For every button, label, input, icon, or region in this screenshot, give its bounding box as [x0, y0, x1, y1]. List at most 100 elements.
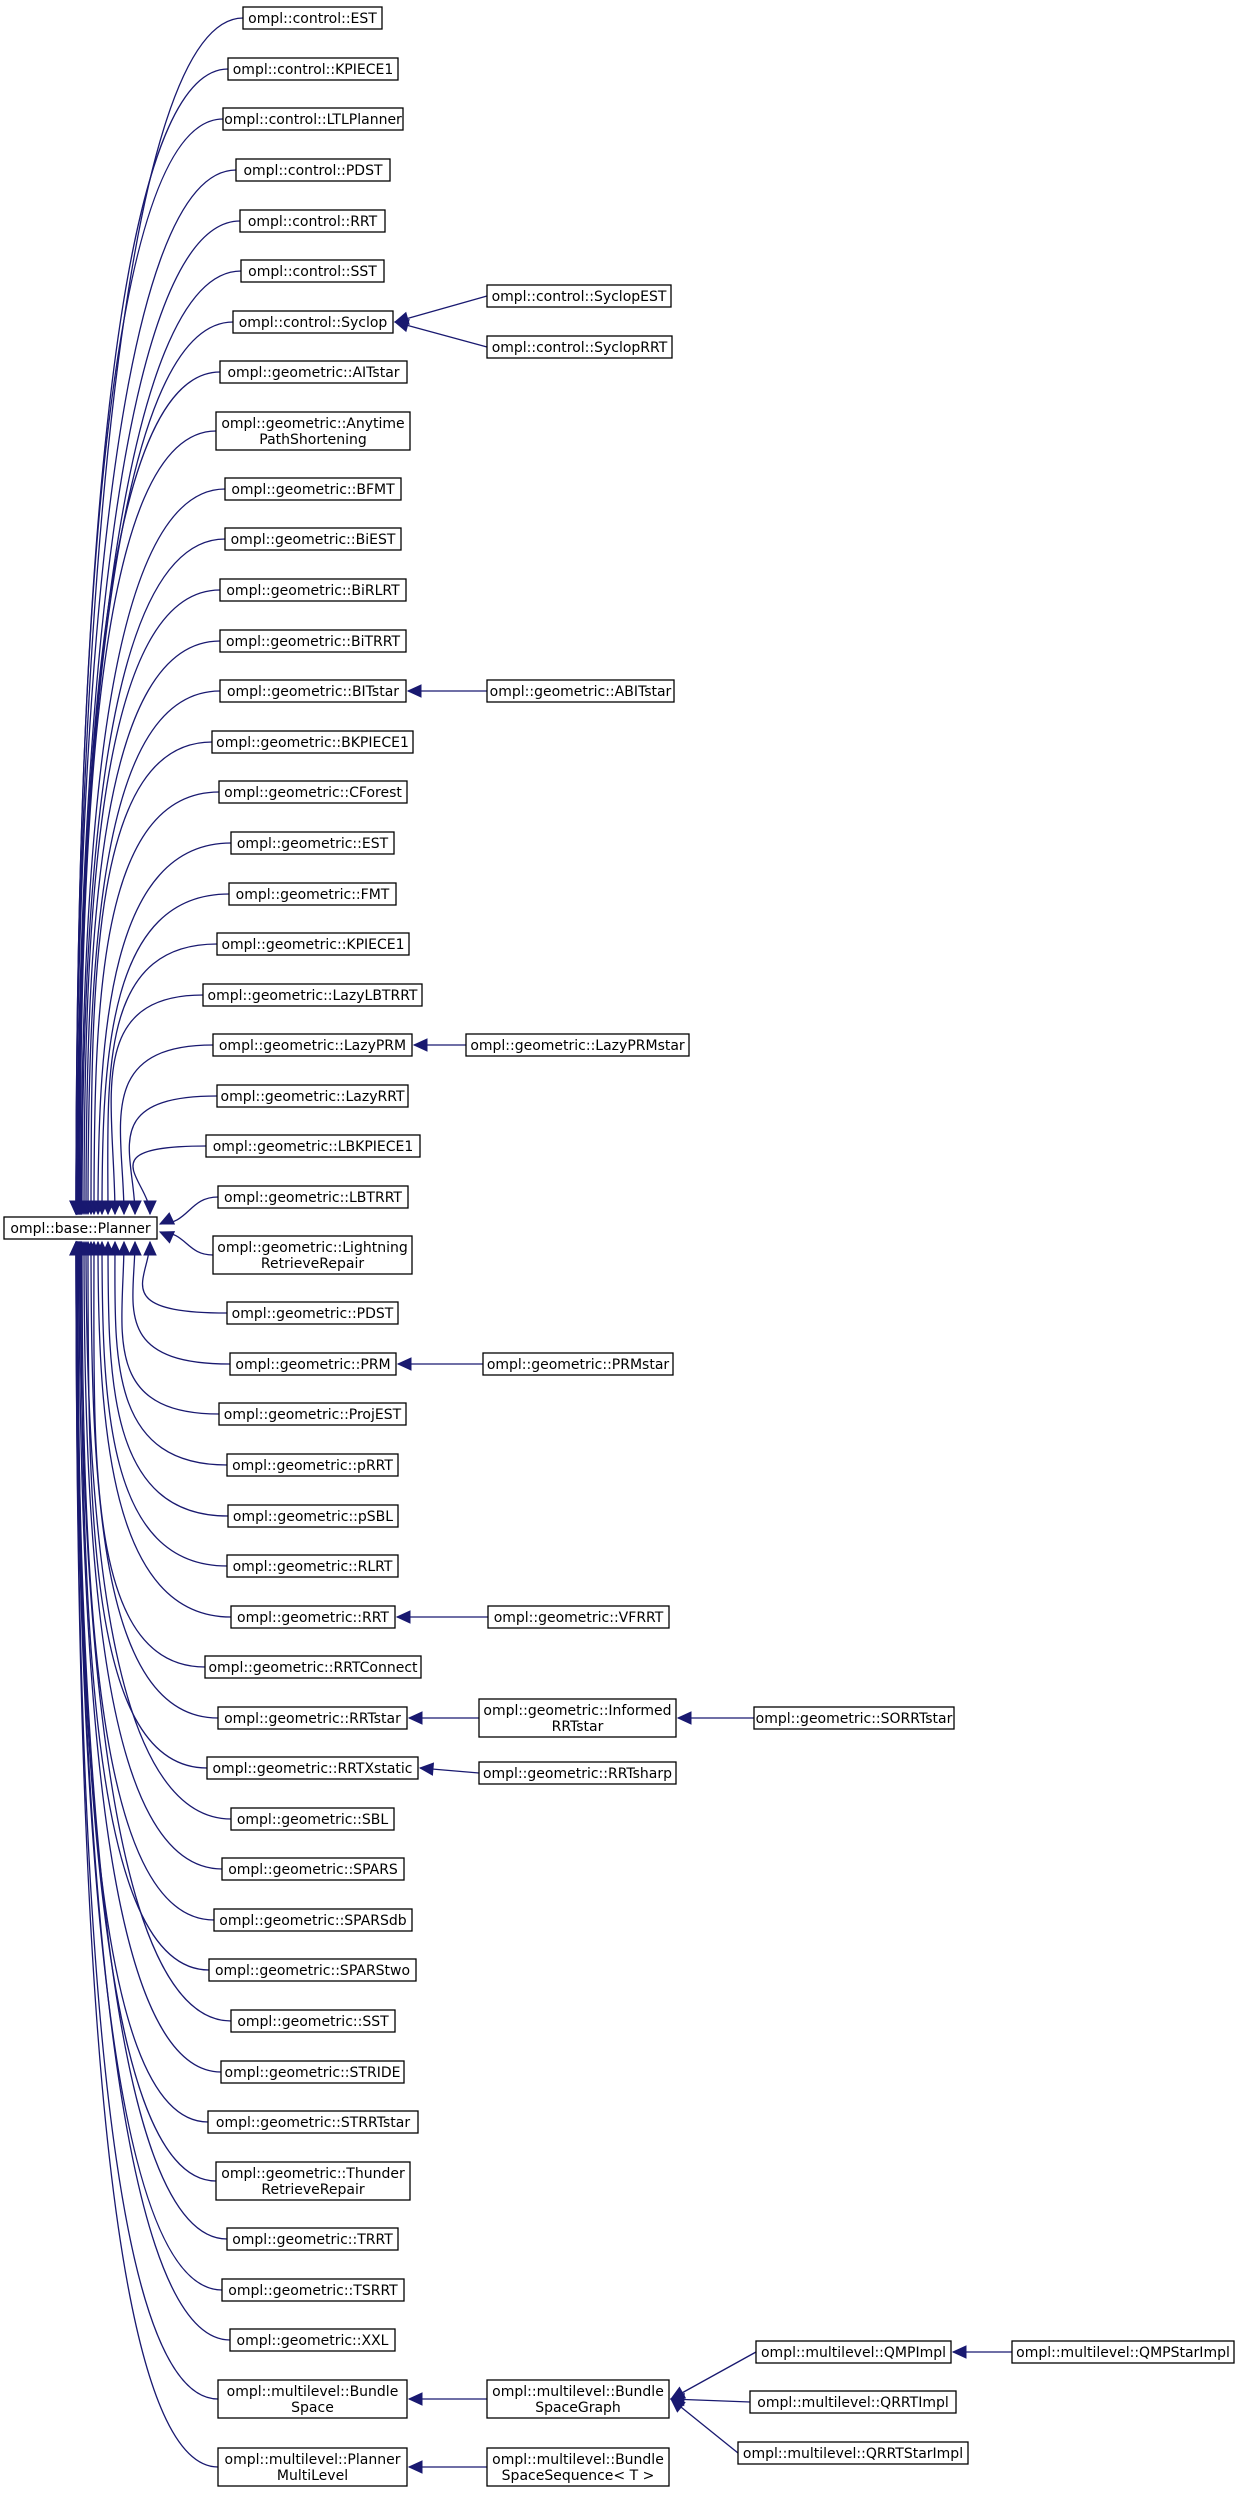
- class-node-g_rrt[interactable]: ompl::geometric::RRT: [230, 1605, 396, 1629]
- class-node-label: ompl::multilevel::QMPImpl: [761, 2345, 946, 2361]
- class-node-g_est[interactable]: ompl::geometric::EST: [230, 831, 395, 855]
- class-node-g_lazyrrt[interactable]: ompl::geometric::LazyRRT: [216, 1084, 409, 1108]
- class-node-g_abitstar[interactable]: ompl::geometric::ABITstar: [486, 679, 675, 703]
- class-node-box: [216, 932, 410, 956]
- class-node-c_est[interactable]: ompl::control::EST: [242, 6, 383, 30]
- class-node-g_rrtstar[interactable]: ompl::geometric::RRTstar: [217, 1706, 408, 1730]
- class-node-label: ompl::geometric::Lightning: [217, 1240, 407, 1256]
- class-node-g_rlrt[interactable]: ompl::geometric::RLRT: [226, 1554, 399, 1578]
- class-node-g_lazyprm[interactable]: ompl::geometric::LazyPRM: [212, 1033, 413, 1057]
- class-node-g_sst[interactable]: ompl::geometric::SST: [230, 2009, 396, 2033]
- class-node-c_ltlplanner[interactable]: ompl::control::LTLPlanner: [222, 107, 404, 131]
- class-node-g_strrtstar[interactable]: ompl::geometric::STRRTstar: [207, 2110, 419, 2134]
- class-node-c_syclopest[interactable]: ompl::control::SyclopEST: [486, 284, 672, 308]
- class-node-g_bitrrt[interactable]: ompl::geometric::BiTRRT: [219, 629, 407, 653]
- class-node-g_rrtxstatic[interactable]: ompl::geometric::RRTXstatic: [206, 1756, 419, 1780]
- class-node-label: ompl::geometric::LazyPRM: [219, 1038, 406, 1054]
- class-node-m_qrrtstarimpl[interactable]: ompl::multilevel::QRRTStarImpl: [737, 2441, 969, 2465]
- class-node-label: ompl::geometric::SPARS: [228, 1862, 398, 1878]
- class-node-label: ompl::control::KPIECE1: [233, 62, 394, 78]
- class-node-g_sparstwo[interactable]: ompl::geometric::SPARStwo: [208, 1958, 417, 1982]
- arrowhead-g_prmstar-to-g_prm: [396, 1357, 412, 1371]
- class-node-label: MultiLevel: [277, 2468, 348, 2484]
- class-node-label: ompl::geometric::PRMstar: [487, 1357, 670, 1373]
- class-node-m_qrrtimpl[interactable]: ompl::multilevel::QRRTImpl: [749, 2390, 957, 2414]
- class-node-c_sst[interactable]: ompl::control::SST: [240, 259, 385, 283]
- class-node-g_sparsdb[interactable]: ompl::geometric::SPARSdb: [213, 1908, 413, 1932]
- class-node-label: ompl::multilevel::QRRTImpl: [757, 2395, 948, 2411]
- class-node-g_prmstar[interactable]: ompl::geometric::PRMstar: [482, 1352, 674, 1376]
- class-node-g_bfmt[interactable]: ompl::geometric::BFMT: [224, 477, 402, 501]
- class-node-g_sbl[interactable]: ompl::geometric::SBL: [230, 1807, 395, 1831]
- class-node-g_lbkpiece1[interactable]: ompl::geometric::LBKPIECE1: [205, 1134, 421, 1158]
- class-node-m_qmpimpl[interactable]: ompl::multilevel::QMPImpl: [755, 2340, 952, 2364]
- class-node-g_kpiece1[interactable]: ompl::geometric::KPIECE1: [216, 932, 410, 956]
- class-node-label: ompl::geometric::RRT: [237, 1610, 389, 1626]
- class-node-g_pdst[interactable]: ompl::geometric::PDST: [226, 1301, 399, 1325]
- class-node-g_rrtsharp[interactable]: ompl::geometric::RRTsharp: [478, 1761, 677, 1785]
- class-node-g_stride[interactable]: ompl::geometric::STRIDE: [220, 2060, 405, 2084]
- class-node-g_xxl[interactable]: ompl::geometric::XXL: [229, 2328, 396, 2352]
- class-node-label: RetrieveRepair: [261, 1256, 364, 1272]
- class-node-g_aitstar[interactable]: ompl::geometric::AITstar: [219, 360, 408, 384]
- class-node-g_tsrrt[interactable]: ompl::geometric::TSRRT: [221, 2278, 405, 2302]
- class-node-g_spars[interactable]: ompl::geometric::SPARS: [221, 1857, 405, 1881]
- class-node-g_bkpiece1[interactable]: ompl::geometric::BKPIECE1: [211, 730, 414, 754]
- class-node-c_rrt[interactable]: ompl::control::RRT: [239, 209, 386, 233]
- class-node-c_syclop[interactable]: ompl::control::Syclop: [232, 310, 394, 334]
- arrowhead-g_lbtrrt-to-base_planner: [158, 1212, 176, 1225]
- class-node-box: [211, 730, 414, 754]
- class-node-g_vfrrt[interactable]: ompl::geometric::VFRRT: [487, 1605, 670, 1629]
- class-node-box: [219, 629, 407, 653]
- class-node-label: ompl::control::EST: [248, 11, 377, 27]
- class-node-m_qmpstarimpl[interactable]: ompl::multilevel::QMPStarImpl: [1011, 2340, 1235, 2364]
- edge-g_rlrt-to-base_planner: [101, 1241, 228, 1567]
- class-node-g_projest[interactable]: ompl::geometric::ProjEST: [218, 1402, 407, 1426]
- class-node-g_sorrtstar[interactable]: ompl::geometric::SORRTstar: [753, 1706, 955, 1730]
- class-node-label: RRTstar: [552, 1719, 604, 1735]
- class-node-base_planner[interactable]: ompl::base::Planner: [3, 1216, 158, 1240]
- arrowhead-g_lazyprmstar-to-g_lazyprm: [412, 1038, 428, 1052]
- edge-g_sparsdb-to-base_planner: [81, 1241, 215, 1921]
- arrowhead-g_sorrtstar-to-g_informed: [676, 1711, 692, 1725]
- class-node-label: ompl::geometric::ProjEST: [224, 1407, 402, 1423]
- class-node-box: [206, 1756, 419, 1780]
- edge-g_psbl-to-base_planner: [107, 1241, 229, 1517]
- edge-g_anytime-to-base_planner: [79, 430, 217, 1215]
- class-node-g_rrtconnect[interactable]: ompl::geometric::RRTConnect: [204, 1655, 422, 1679]
- class-node-g_lazyprmstar[interactable]: ompl::geometric::LazyPRMstar: [465, 1033, 690, 1057]
- class-node-g_lbtrrt[interactable]: ompl::geometric::LBTRRT: [217, 1185, 409, 1209]
- arrowhead-g_informed-to-g_rrtstar: [407, 1711, 423, 1725]
- class-node-label: ompl::multilevel::Bundle: [492, 2384, 664, 2400]
- class-node-g_lazylbtrrt[interactable]: ompl::geometric::LazyLBTRRT: [202, 983, 423, 1007]
- class-node-g_fmt[interactable]: ompl::geometric::FMT: [228, 882, 397, 906]
- class-node-label: ompl::base::Planner: [10, 1221, 150, 1237]
- class-node-c_kpiece1[interactable]: ompl::control::KPIECE1: [227, 57, 399, 81]
- class-node-box: [219, 578, 407, 602]
- class-node-label: ompl::geometric::RLRT: [233, 1559, 393, 1575]
- class-node-box: [215, 2161, 411, 2201]
- class-node-label: ompl::geometric::BiRLRT: [226, 583, 400, 599]
- class-node-label: ompl::geometric::Thunder: [221, 2166, 405, 2182]
- class-node-g_biest[interactable]: ompl::geometric::BiEST: [224, 527, 402, 551]
- class-node-g_trrt[interactable]: ompl::geometric::TRRT: [226, 2227, 399, 2251]
- class-node-g_prrt[interactable]: ompl::geometric::pRRT: [226, 1453, 399, 1477]
- class-node-c_pdst[interactable]: ompl::control::PDST: [235, 158, 391, 182]
- class-node-g_cforest[interactable]: ompl::geometric::CForest: [218, 780, 408, 804]
- class-node-c_sycloprrt[interactable]: ompl::control::SyclopRRT: [486, 335, 673, 359]
- class-node-box: [227, 1504, 399, 1528]
- class-node-g_bitstar[interactable]: ompl::geometric::BITstar: [219, 679, 407, 703]
- class-node-g_psbl[interactable]: ompl::geometric::pSBL: [227, 1504, 399, 1528]
- class-node-label: ompl::control::SyclopRRT: [492, 340, 668, 356]
- class-node-g_prm[interactable]: ompl::geometric::PRM: [229, 1352, 397, 1376]
- class-node-g_birlrt[interactable]: ompl::geometric::BiRLRT: [219, 578, 407, 602]
- class-node-box: [222, 107, 404, 131]
